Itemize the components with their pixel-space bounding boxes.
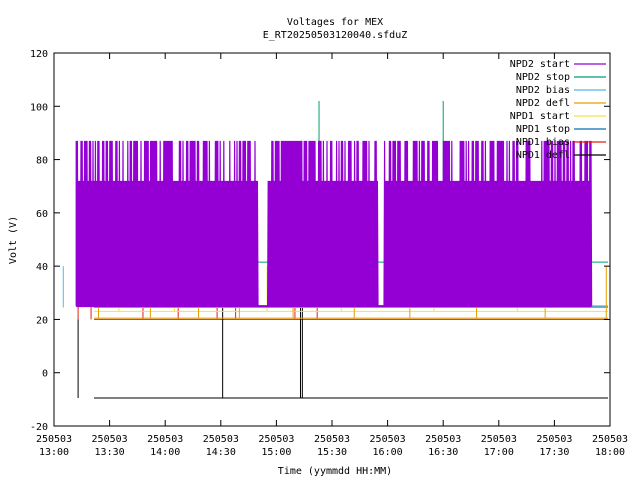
chart-title: Voltages for MEX (287, 17, 383, 28)
y-tick-label: -20 (30, 422, 48, 433)
x-tick-date: 250503 (592, 434, 628, 445)
y-axis-label: Volt (V) (8, 216, 19, 264)
x-tick-time: 13:30 (95, 447, 125, 458)
y-tick-label: 100 (30, 102, 48, 113)
x-tick-time: 18:00 (595, 447, 625, 458)
x-tick-date: 250503 (425, 434, 461, 445)
series-npd2-start (75, 140, 593, 308)
x-tick-date: 250503 (536, 434, 572, 445)
x-tick-time: 14:30 (206, 447, 236, 458)
y-tick-label: 20 (36, 315, 48, 326)
x-tick-date: 250503 (36, 434, 72, 445)
legend: NPD2 start NPD2 stop NPD2 bias NPD2 defl NPD… (510, 59, 606, 161)
y-tick-label: 60 (36, 209, 48, 220)
legend-label: NPD1 start (510, 111, 570, 122)
series-baseline (76, 305, 592, 308)
legend-label: NPD1 defl (516, 150, 570, 161)
x-axis-label: Time (yymmdd HH:MM) (278, 466, 392, 477)
plot-frame (53, 52, 611, 427)
y-tick-label: 80 (36, 156, 48, 167)
x-tick-time: 17:30 (539, 447, 569, 458)
x-tick-time: 14:00 (150, 447, 180, 458)
legend-label: NPD2 start (510, 59, 570, 70)
x-tick-time: 16:00 (373, 447, 403, 458)
y-tick-label: 40 (36, 262, 48, 273)
x-tick-time: 16:30 (428, 447, 458, 458)
x-tick-date: 250503 (370, 434, 406, 445)
x-tick-date: 250503 (258, 434, 294, 445)
legend-label: NPD2 defl (516, 98, 570, 109)
y-tick-label: 0 (42, 369, 48, 380)
x-tick-time: 13:00 (39, 447, 69, 458)
legend-label: NPD2 stop (516, 72, 570, 83)
chart-subtitle: E_RT20250503120040.sfduZ (263, 30, 408, 41)
x-tick-date: 250503 (203, 434, 239, 445)
x-tick-date: 250503 (92, 434, 128, 445)
legend-label: NPD1 bias (516, 137, 570, 148)
legend-label: NPD1 stop (516, 124, 570, 135)
legend-label: NPD2 bias (516, 85, 570, 96)
x-tick-time: 17:00 (484, 447, 514, 458)
x-tick-time: 15:30 (317, 447, 347, 458)
y-tick-label: 120 (30, 49, 48, 60)
x-tick-time: 15:00 (261, 447, 291, 458)
x-tick-date: 250503 (481, 434, 517, 445)
x-tick-date: 250503 (314, 434, 350, 445)
x-tick-date: 250503 (147, 434, 183, 445)
